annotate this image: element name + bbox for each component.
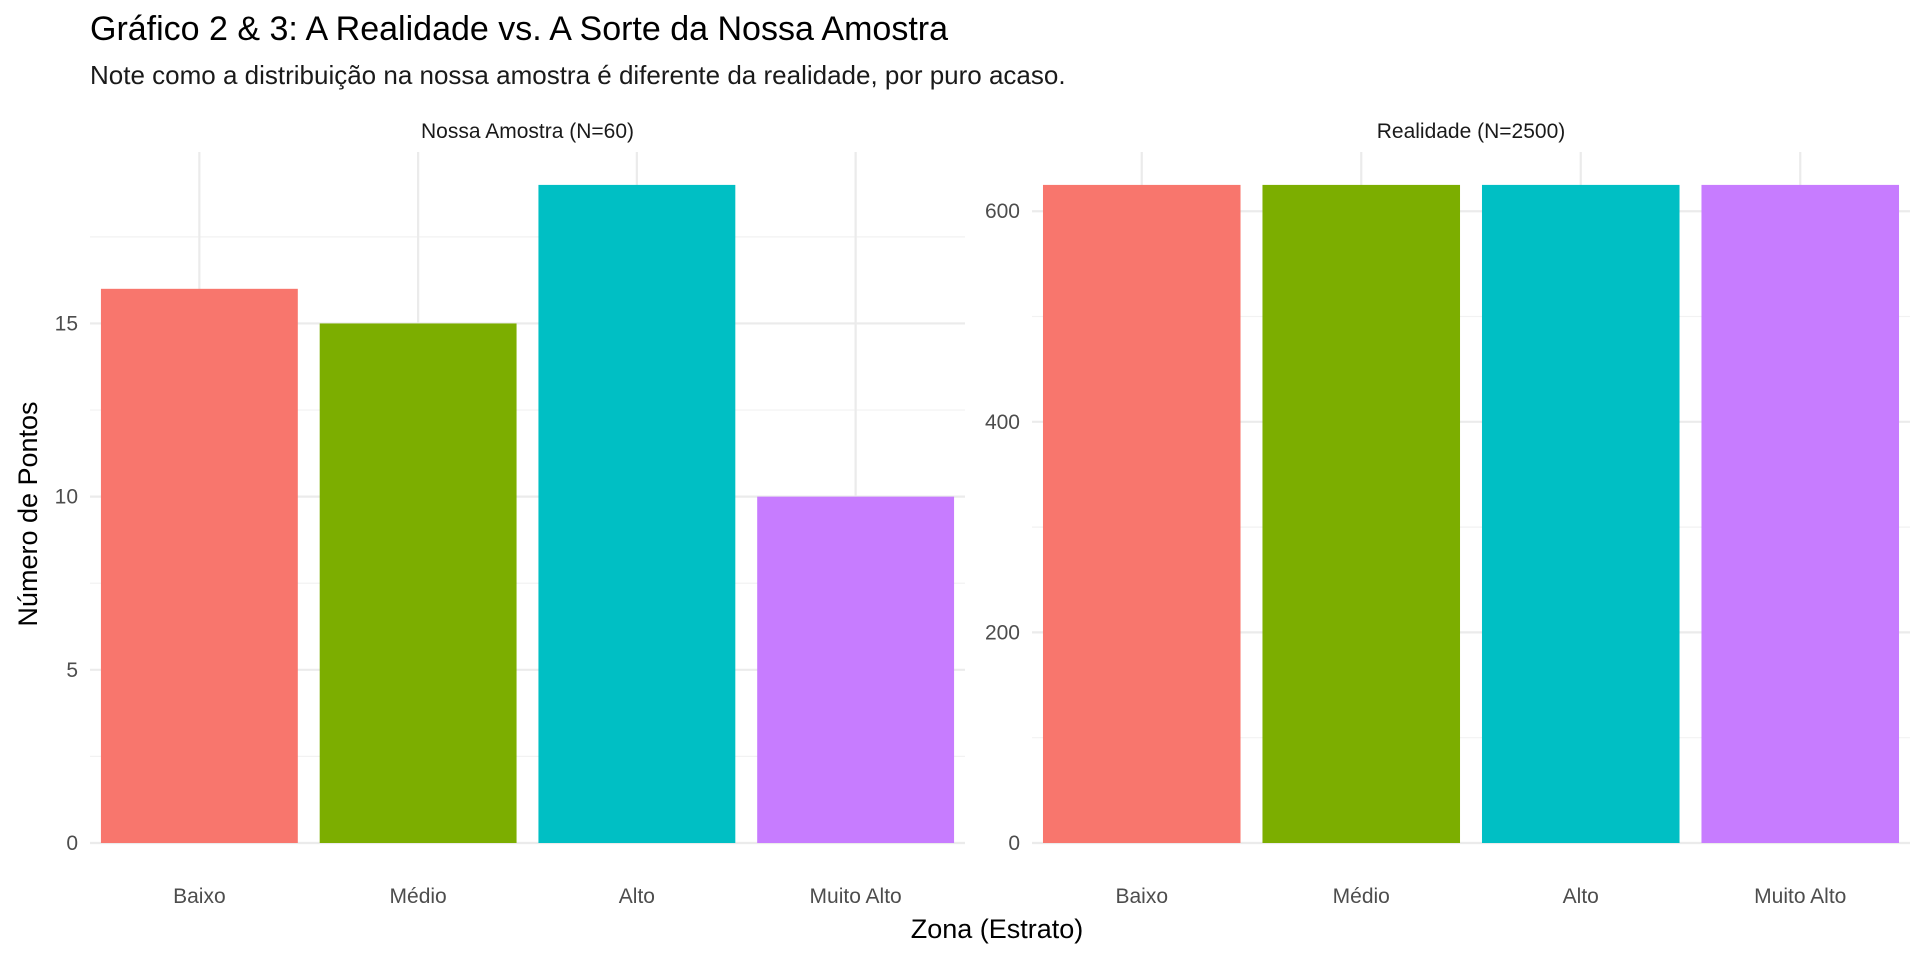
chart-subtitle: Note como a distribuição na nossa amostr…: [90, 60, 1066, 90]
chart-title: Gráfico 2 & 3: A Realidade vs. A Sorte d…: [90, 10, 948, 48]
facet-title: Nossa Amostra (N=60): [421, 120, 634, 143]
y-tick-label: 10: [55, 486, 78, 509]
bar-baixo: [100, 288, 298, 843]
bar-muito-alto: [757, 496, 955, 843]
y-tick-label: 400: [985, 411, 1020, 434]
facet-title: Realidade (N=2500): [1377, 120, 1566, 143]
x-tick-label: Baixo: [173, 885, 226, 908]
y-tick-label: 15: [55, 312, 78, 335]
y-tick-label: 200: [985, 621, 1020, 644]
bar-muito-alto: [1701, 184, 1900, 843]
x-tick-label: Médio: [390, 885, 447, 908]
x-axis-title: Zona (Estrato): [911, 914, 1084, 944]
x-tick-label: Muito Alto: [810, 885, 902, 908]
x-tick-label: Baixo: [1115, 885, 1168, 908]
y-tick-label: 5: [66, 659, 78, 682]
y-tick-label: 600: [985, 200, 1020, 223]
panel-1: 0 5 10 15 Baixo Médio Alto Muito Alto Nossa Amos…: [55, 120, 965, 908]
y-axis-title: Número de Pontos: [13, 401, 43, 626]
x-tick-label: Alto: [1563, 885, 1599, 908]
facet-panels: 0 5 10 15 Baixo Médio Alto Muito Alto Nossa Amos…: [55, 120, 1910, 908]
bar-alto: [1481, 184, 1680, 843]
bar-baixo: [1042, 184, 1241, 843]
bar-medio: [1262, 184, 1461, 843]
x-tick-label: Alto: [619, 885, 655, 908]
bar-alto: [538, 184, 736, 843]
y-tick-label: 0: [1008, 832, 1020, 855]
x-tick-label: Muito Alto: [1754, 885, 1846, 908]
panel-2: 0 200 400 600 Baixo Médio Alto Muito Alto Realid…: [985, 120, 1910, 908]
bar-medio: [319, 323, 517, 843]
x-tick-label: Médio: [1333, 885, 1390, 908]
y-tick-label: 0: [66, 832, 78, 855]
